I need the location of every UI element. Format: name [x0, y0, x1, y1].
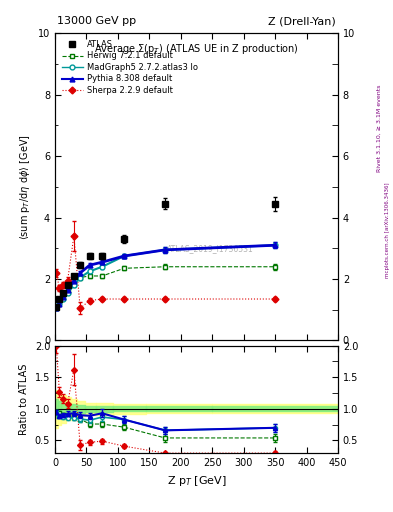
Legend: ATLAS, Herwig 7.2.1 default, MadGraph5 2.7.2.atlas3 lo, Pythia 8.308 default, Sh: ATLAS, Herwig 7.2.1 default, MadGraph5 2… — [59, 37, 200, 97]
Text: Rivet 3.1.10, ≥ 3.1M events: Rivet 3.1.10, ≥ 3.1M events — [377, 84, 382, 172]
Text: mcplots.cern.ch [arXiv:1306.3436]: mcplots.cern.ch [arXiv:1306.3436] — [385, 183, 389, 278]
Text: ATLAS_2019_I1736531: ATLAS_2019_I1736531 — [167, 244, 254, 253]
Y-axis label: $\langle$sum p$_T$/d$\eta$ d$\phi\rangle$ [GeV]: $\langle$sum p$_T$/d$\eta$ d$\phi\rangle… — [18, 134, 32, 240]
Text: Z (Drell-Yan): Z (Drell-Yan) — [268, 16, 336, 27]
X-axis label: Z p$_T$ [GeV]: Z p$_T$ [GeV] — [167, 474, 226, 487]
Text: Average $\Sigma$(p$_T$) (ATLAS UE in Z production): Average $\Sigma$(p$_T$) (ATLAS UE in Z p… — [94, 42, 299, 56]
Y-axis label: Ratio to ATLAS: Ratio to ATLAS — [19, 364, 29, 435]
Text: 13000 GeV pp: 13000 GeV pp — [57, 16, 136, 27]
